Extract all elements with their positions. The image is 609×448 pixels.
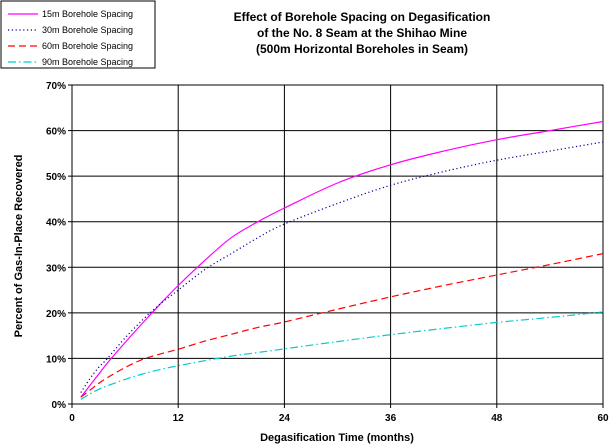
y-tick-label: 10% bbox=[46, 354, 66, 365]
legend-label: 90m Borehole Spacing bbox=[42, 57, 133, 67]
plot-area bbox=[71, 84, 604, 405]
y-tick-label: 40% bbox=[46, 218, 66, 229]
y-axis-ticks: 0% 10% 20% 30% 40% 50% 60% 70% bbox=[46, 81, 72, 411]
x-axis-label: Degasification Time (months) bbox=[260, 432, 414, 444]
legend-label: 60m Borehole Spacing bbox=[42, 41, 133, 51]
y-axis-label: Percent of Gas-In-Place Recovered bbox=[13, 155, 25, 338]
legend: 15m Borehole Spacing 30m Borehole Spacing… bbox=[0, 0, 156, 69]
legend-box bbox=[0, 0, 156, 69]
series-line-1 bbox=[80, 120, 604, 398]
y-tick-label: 50% bbox=[46, 172, 66, 183]
legend-label: 15m Borehole Spacing bbox=[42, 9, 133, 19]
series-line-2 bbox=[80, 141, 604, 393]
x-tick-label: 0 bbox=[69, 413, 75, 424]
series-lines bbox=[80, 120, 604, 400]
y-tick-label: 0% bbox=[52, 400, 67, 411]
x-tick-label: 48 bbox=[491, 413, 503, 424]
chart-title: Effect of Borehole Spacing on Degasifica… bbox=[234, 10, 491, 56]
y-tick-label: 30% bbox=[46, 263, 66, 274]
y-tick-label: 70% bbox=[46, 81, 66, 92]
title-line-2: of the No. 8 Seam at the Shihao Mine bbox=[257, 26, 467, 40]
title-line-1: Effect of Borehole Spacing on Degasifica… bbox=[234, 10, 491, 24]
series-line-3 bbox=[80, 253, 604, 398]
x-tick-label: 36 bbox=[385, 413, 397, 424]
x-axis-ticks: 0 12 24 36 48 60 bbox=[69, 404, 609, 424]
x-tick-label: 12 bbox=[173, 413, 185, 424]
y-tick-label: 20% bbox=[46, 309, 66, 320]
x-tick-label: 60 bbox=[597, 413, 609, 424]
series-line-4 bbox=[80, 311, 604, 400]
x-tick-label: 24 bbox=[279, 413, 291, 424]
legend-label: 30m Borehole Spacing bbox=[42, 25, 133, 35]
y-tick-label: 60% bbox=[46, 127, 66, 138]
title-line-3: (500m Horizontal Boreholes in Seam) bbox=[256, 42, 468, 56]
